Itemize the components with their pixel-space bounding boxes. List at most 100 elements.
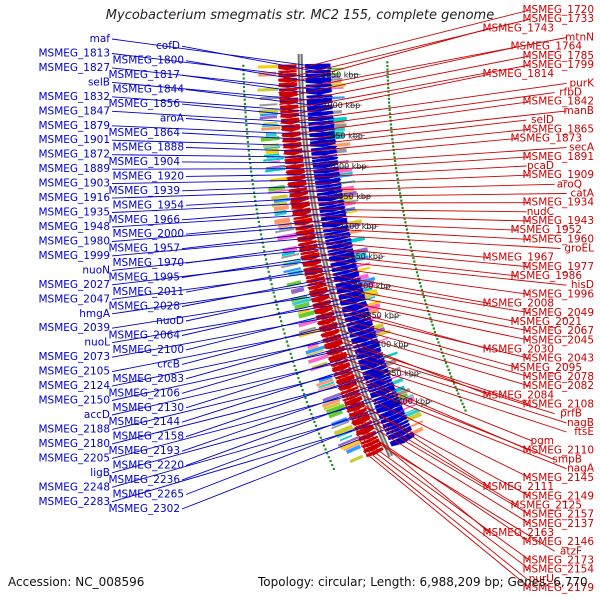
right-leader-line bbox=[280, 92, 555, 130]
right-leader-line bbox=[279, 55, 531, 106]
gc-dot bbox=[386, 68, 389, 71]
gc-dot bbox=[397, 181, 400, 184]
right-leader-line bbox=[351, 422, 531, 543]
gc-dot bbox=[395, 170, 398, 173]
gc-dot bbox=[242, 64, 245, 67]
right-gene-label: aroQ bbox=[557, 178, 582, 190]
feature-block bbox=[260, 112, 278, 117]
left-gene-label: MSMEG_2248 bbox=[38, 481, 110, 493]
gc-dot bbox=[242, 73, 245, 76]
left-gene-label: MSMEG_2236 bbox=[108, 474, 180, 486]
right-gene-label: MSMEG_1743 bbox=[482, 22, 554, 34]
gene-arrow bbox=[320, 328, 340, 338]
left-gene-label: MSMEG_2064 bbox=[108, 330, 180, 342]
gc-dot bbox=[418, 281, 421, 284]
right-leader-line bbox=[297, 245, 531, 268]
feature-block bbox=[363, 300, 381, 308]
gc-dot bbox=[243, 102, 246, 106]
right-gene-label: mtnN bbox=[565, 32, 594, 44]
right-gene-label: atzF bbox=[560, 545, 582, 557]
left-gene-label: MSMEG_1935 bbox=[38, 207, 110, 219]
left-gene-labels: mafcofDMSMEG_1813MSMEG_1800MSMEG_1827MSM… bbox=[38, 33, 184, 515]
gc-dot bbox=[251, 178, 254, 182]
left-leader-line bbox=[181, 74, 333, 98]
gc-dot bbox=[264, 258, 268, 261]
feature-block bbox=[298, 326, 317, 334]
feature-block bbox=[307, 354, 329, 364]
left-gene-label: MSMEG_2220 bbox=[112, 460, 184, 472]
left-gene-label: MSMEG_1856 bbox=[108, 98, 180, 110]
right-leader-line bbox=[281, 101, 531, 137]
right-leader-line bbox=[311, 305, 531, 360]
gc-dot bbox=[278, 316, 282, 319]
gc-dot bbox=[242, 77, 245, 80]
gene-arrow bbox=[366, 375, 391, 387]
gc-dot bbox=[387, 90, 390, 93]
left-gene-label: MSMEG_2039 bbox=[38, 322, 110, 334]
gc-dot bbox=[318, 432, 321, 435]
right-leader-line bbox=[316, 323, 531, 387]
left-gene-label: MSMEG_1970 bbox=[112, 257, 184, 269]
right-leader-line bbox=[277, 9, 531, 75]
left-gene-label: MSMEG_2144 bbox=[108, 416, 180, 428]
gc-dot bbox=[313, 420, 316, 423]
right-gene-label: MSMEG_2111 bbox=[482, 481, 554, 493]
gene-arrow bbox=[385, 422, 410, 436]
left-leader-line bbox=[111, 168, 340, 170]
left-leader-line bbox=[185, 217, 348, 235]
right-gene-label: MSMEG_1764 bbox=[510, 41, 582, 53]
kbp-label: 2300 kbp bbox=[371, 340, 409, 349]
gc-dot bbox=[243, 94, 246, 97]
left-leader-line bbox=[111, 190, 343, 199]
left-gene-label: MSMEG_1980 bbox=[38, 236, 110, 248]
feature-block bbox=[306, 349, 325, 357]
feature-block bbox=[298, 318, 318, 328]
feature-block bbox=[257, 65, 278, 69]
left-leader-line bbox=[111, 373, 391, 445]
feature-block bbox=[308, 345, 319, 350]
gc-dot bbox=[280, 320, 283, 323]
feature-block bbox=[338, 189, 355, 194]
right-leader-line bbox=[293, 220, 519, 231]
left-leader-line bbox=[185, 239, 352, 264]
gc-dot bbox=[265, 262, 268, 265]
right-leader-line bbox=[286, 165, 527, 179]
right-gene-label: MSMEG_2146 bbox=[522, 536, 594, 548]
gc-dot bbox=[463, 406, 466, 409]
right-leader-line bbox=[283, 128, 531, 155]
gc-dot bbox=[289, 352, 292, 355]
right-leader-line bbox=[277, 27, 491, 87]
right-gene-label: secA bbox=[569, 142, 595, 154]
gc-dot bbox=[285, 340, 288, 343]
right-gene-label: MSMEG_1891 bbox=[522, 151, 594, 163]
left-leader-line bbox=[111, 298, 367, 344]
gc-dot bbox=[457, 392, 460, 395]
left-gene-label: MSMEG_1916 bbox=[38, 192, 110, 204]
right-gene-label: MSMEG_1934 bbox=[522, 197, 594, 209]
right-leader-line bbox=[285, 156, 531, 173]
gc-dot bbox=[398, 192, 402, 195]
feature-block bbox=[294, 301, 310, 310]
gc-dot bbox=[263, 250, 266, 253]
gc-dot bbox=[242, 81, 245, 84]
right-leader-line bbox=[291, 208, 527, 213]
right-gene-label: MSMEG_2110 bbox=[522, 444, 594, 456]
gc-dot bbox=[455, 389, 458, 392]
gc-dot bbox=[432, 327, 435, 330]
feature-block bbox=[265, 148, 279, 155]
left-leader-line bbox=[111, 139, 337, 147]
gc-dot bbox=[386, 61, 389, 64]
gc-dot bbox=[243, 98, 246, 101]
right-gene-label: MSMEG_1943 bbox=[522, 215, 594, 227]
gc-dot bbox=[272, 291, 275, 294]
left-gene-label: MSMEG_1844 bbox=[112, 84, 184, 96]
kbp-label: 1850 kbp bbox=[321, 70, 359, 79]
right-gene-label: MSMEG_2145 bbox=[522, 472, 594, 484]
gc-dot bbox=[249, 162, 252, 165]
feature-block bbox=[263, 121, 278, 125]
right-gene-label: MSMEG_2021 bbox=[510, 316, 582, 328]
gc-dot bbox=[275, 303, 278, 306]
left-leader-line bbox=[185, 388, 397, 467]
right-gene-label: MSMEG_1996 bbox=[522, 288, 594, 300]
